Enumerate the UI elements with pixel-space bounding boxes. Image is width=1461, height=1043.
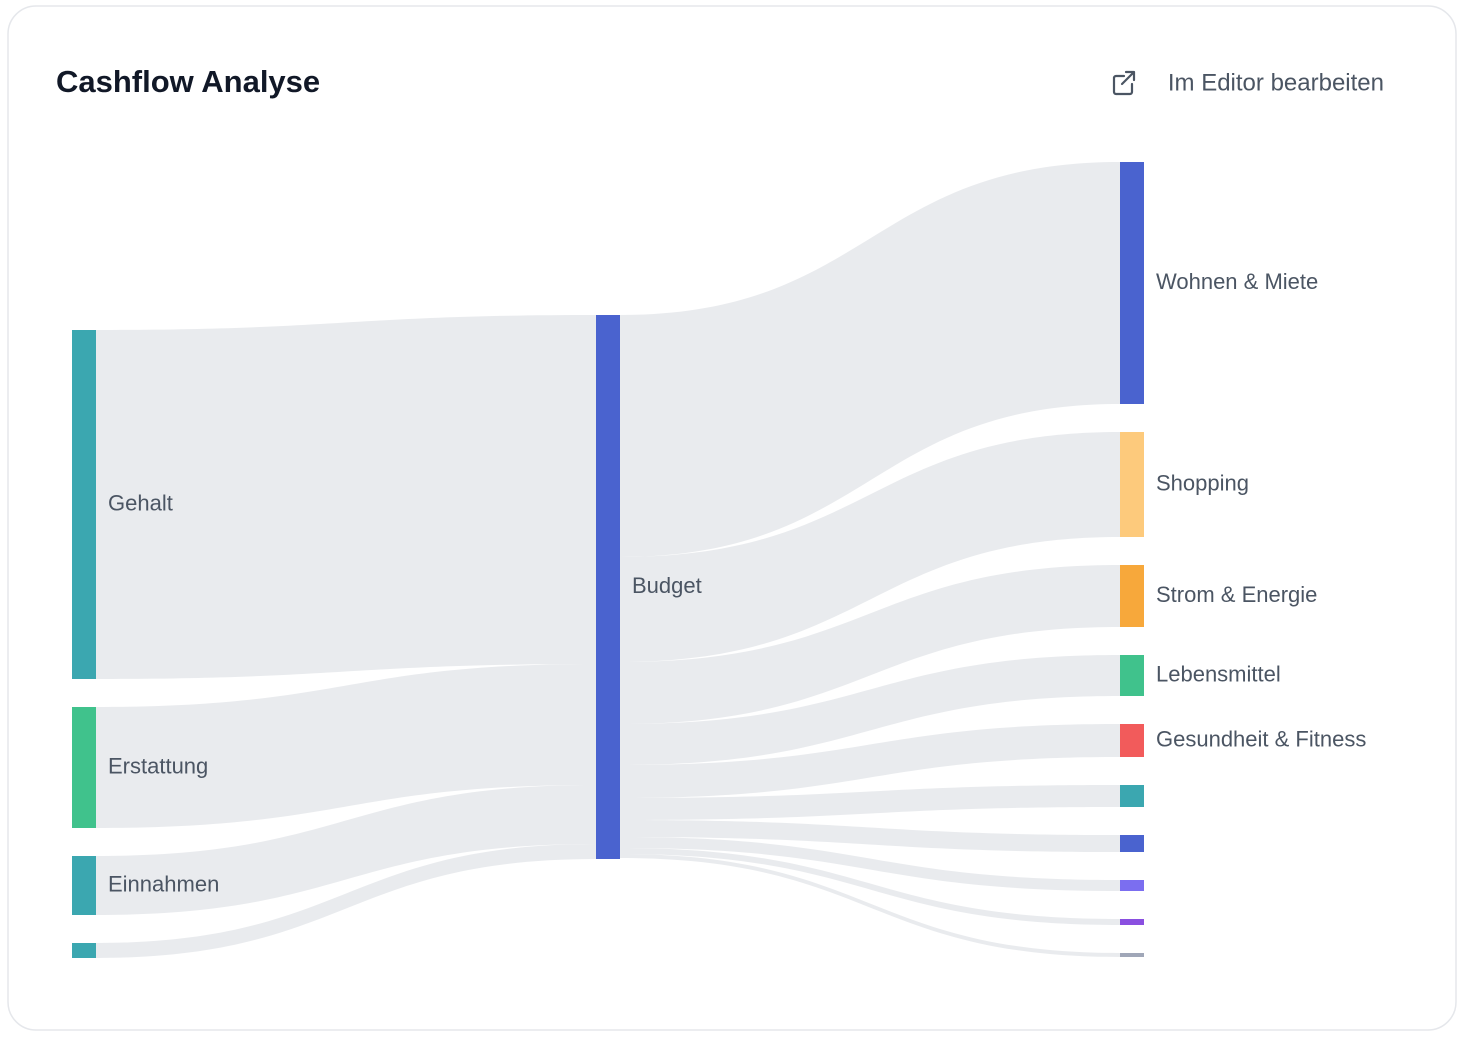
link	[620, 162, 1120, 557]
node	[1120, 655, 1144, 696]
link	[620, 724, 1120, 798]
node	[72, 856, 96, 915]
node	[1120, 432, 1144, 537]
edit-link-label[interactable]: Im Editor bearbeiten	[1168, 69, 1384, 96]
node	[1120, 835, 1144, 852]
node-label: Shopping	[1156, 470, 1249, 495]
node	[72, 707, 96, 828]
node-label: Wohnen & Miete	[1156, 269, 1318, 294]
node	[72, 330, 96, 679]
link	[96, 844, 596, 958]
node	[1120, 919, 1144, 925]
node	[72, 943, 96, 958]
link	[620, 854, 1120, 957]
node	[1120, 785, 1144, 807]
link	[620, 820, 1120, 852]
node	[1120, 724, 1144, 757]
link	[96, 315, 596, 679]
node	[596, 315, 620, 859]
node-label: Erstattung	[108, 753, 208, 778]
link	[620, 655, 1120, 765]
link	[620, 837, 1120, 891]
link	[620, 565, 1120, 724]
node-label: Lebensmittel	[1156, 661, 1281, 686]
chart-title: Cashflow Analyse	[56, 64, 320, 99]
link	[96, 664, 596, 828]
node	[1120, 162, 1144, 404]
link	[620, 848, 1120, 925]
links	[96, 162, 1120, 958]
node	[1120, 880, 1144, 891]
external-link-icon	[1112, 70, 1136, 96]
link	[96, 785, 596, 915]
node-label: Budget	[632, 573, 702, 598]
node	[1120, 565, 1144, 627]
node	[1120, 953, 1144, 957]
link	[620, 785, 1120, 820]
edit-button[interactable]: Im Editor bearbeiten	[1112, 69, 1384, 96]
node-label: Gehalt	[108, 490, 173, 515]
link	[620, 432, 1120, 662]
node-label: Einnahmen	[108, 871, 219, 896]
node-label: Gesundheit & Fitness	[1156, 726, 1366, 751]
node-label: Strom & Energie	[1156, 582, 1317, 607]
